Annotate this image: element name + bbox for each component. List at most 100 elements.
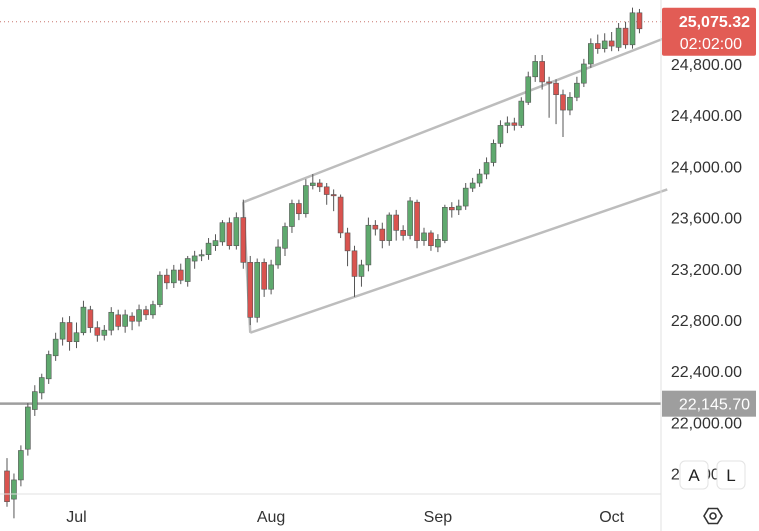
candle[interactable] [25,403,31,456]
candle[interactable] [129,312,135,331]
candle[interactable] [442,204,448,244]
candle[interactable] [462,183,469,210]
candle[interactable] [351,245,358,297]
candle[interactable] [601,33,608,53]
candle[interactable] [303,179,309,218]
candle[interactable] [518,97,525,128]
candle[interactable] [574,76,580,102]
candle[interactable] [94,321,101,342]
candle[interactable] [539,55,545,90]
candle[interactable] [247,255,254,326]
candle[interactable] [344,227,351,267]
log-scale-button[interactable]: L [716,460,746,490]
candle[interactable] [205,238,212,260]
candle[interactable] [101,325,108,341]
candle[interactable] [330,189,337,212]
candle[interactable] [372,220,379,236]
candle[interactable] [504,116,511,134]
candle[interactable] [66,316,73,351]
candle[interactable] [268,259,274,295]
candle[interactable] [184,255,191,287]
candle[interactable] [143,305,149,320]
candle[interactable] [52,332,59,361]
candle[interactable] [636,8,643,34]
candle[interactable] [212,234,219,251]
candle[interactable] [226,217,233,250]
candle[interactable] [38,373,45,400]
candle[interactable] [150,300,156,319]
plot-area[interactable] [0,7,668,519]
candle[interactable] [435,234,441,253]
candle[interactable] [455,199,462,216]
candle[interactable] [115,309,121,331]
candle[interactable] [80,300,87,336]
candle[interactable] [254,258,260,323]
candle[interactable] [337,194,344,239]
candle[interactable] [511,117,518,131]
candle[interactable] [400,225,406,241]
candle[interactable] [497,120,504,148]
candle[interactable] [615,23,622,52]
candle[interactable] [448,202,455,218]
auto-scale-button[interactable]: A [679,460,709,490]
channel-lower-line[interactable] [249,188,668,334]
candle[interactable] [358,259,365,287]
candle[interactable] [11,473,17,519]
candle[interactable] [421,227,427,246]
candle[interactable] [476,168,483,187]
candle[interactable] [525,71,532,105]
candle[interactable] [365,217,372,272]
candle[interactable] [45,350,52,384]
candle[interactable] [275,239,281,269]
candle[interactable] [31,385,38,416]
channel-upper-line[interactable] [242,35,668,204]
candle[interactable] [608,31,615,52]
candle[interactable] [386,212,393,246]
candle[interactable] [469,177,476,192]
candle[interactable] [136,304,142,327]
candle[interactable] [622,21,629,49]
candle[interactable] [261,258,267,297]
candle[interactable] [282,222,288,256]
candle[interactable] [629,7,636,49]
settings-hexagon-icon[interactable] [703,507,723,525]
candle[interactable] [379,222,386,249]
candle[interactable] [122,309,128,333]
candle[interactable] [587,38,594,68]
candle[interactable] [323,183,330,205]
candle[interactable] [393,209,400,241]
candle[interactable] [490,139,497,167]
candle[interactable] [414,199,420,249]
candle[interactable] [594,34,601,54]
candle[interactable] [240,199,247,269]
candle[interactable] [219,220,226,246]
candle[interactable] [316,179,323,192]
candle[interactable] [4,458,10,507]
candle[interactable] [428,230,434,251]
candle[interactable] [233,212,240,250]
candle[interactable] [198,249,205,262]
candle[interactable] [59,317,66,346]
candle[interactable] [157,271,163,308]
candle[interactable] [191,250,198,269]
candle[interactable] [177,263,184,285]
candle[interactable] [289,199,295,233]
candle[interactable] [18,445,24,487]
candle[interactable] [532,55,539,82]
candle[interactable] [407,197,413,240]
candle[interactable] [73,322,80,349]
candle[interactable] [296,199,302,221]
candle[interactable] [567,92,573,116]
candle[interactable] [560,89,566,137]
candle[interactable] [546,76,552,118]
candle[interactable] [108,307,115,336]
candle[interactable] [553,79,559,125]
candle[interactable] [483,157,490,180]
time-axis[interactable]: Jul Aug Sep Oct [66,509,624,526]
candle[interactable] [581,58,587,88]
candle[interactable] [87,305,94,333]
candle[interactable] [171,264,177,288]
candle[interactable] [164,268,170,290]
candle[interactable] [309,174,316,190]
